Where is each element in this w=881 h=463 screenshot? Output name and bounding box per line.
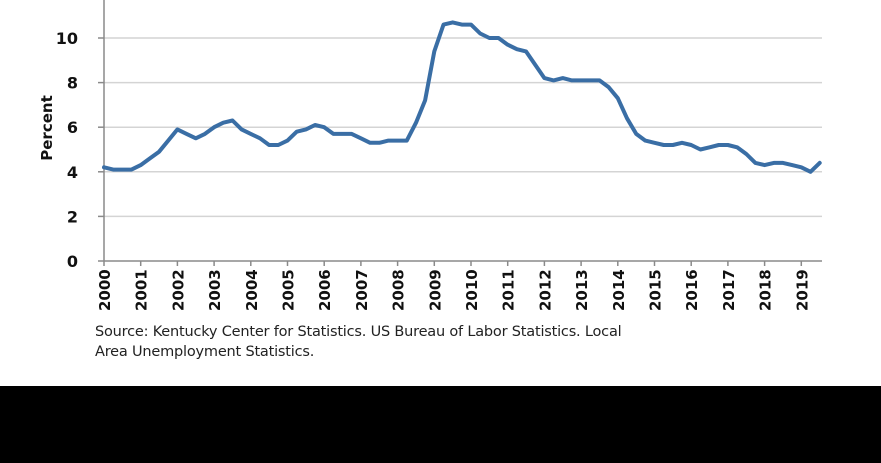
x-tick-label: 2016	[683, 269, 701, 311]
x-axis: 2000 2001 2002 2003 2004 2005 2006 2007 2008 2009…	[96, 260, 822, 311]
x-tick-label: 2004	[243, 269, 261, 311]
gridlines	[104, 37, 822, 218]
x-tick-label: 2019	[793, 269, 811, 311]
chart-panel: 024681012 200020012002200320042005200620…	[0, 0, 881, 386]
y-axis-label: Percent	[38, 95, 56, 160]
source-note: Source: Kentucky Center for Statistics. …	[95, 322, 622, 362]
x-tick-label: 2005	[280, 269, 298, 311]
data-series	[102, 20, 822, 174]
y-tick-label: 4	[67, 163, 78, 182]
y-tick-label: 6	[67, 118, 78, 137]
series-line	[102, 20, 822, 174]
x-tick-label: 2003	[206, 269, 224, 311]
x-tick-label: 2013	[573, 269, 591, 311]
line-chart: 024681012 200020012002200320042005200620…	[38, 0, 822, 311]
x-tick-label: 2017	[720, 269, 738, 311]
black-footer-area	[0, 386, 881, 463]
y-tick-label: 2	[67, 207, 78, 226]
x-tick-label: 2000	[96, 269, 114, 311]
x-tick-label: 2007	[353, 269, 371, 311]
y-tick-label: 12	[56, 0, 78, 3]
x-tick-label: 2011	[500, 269, 518, 311]
x-tick-label: 2006	[316, 269, 334, 311]
x-tick-label: 2008	[390, 269, 408, 311]
y-tick-label: 8	[67, 74, 78, 93]
y-tick-label: 0	[67, 252, 78, 271]
x-tick-label: 2014	[610, 269, 628, 311]
source-line-2: Area Unemployment Statistics.	[95, 344, 315, 360]
x-tick-label: 2001	[133, 269, 151, 311]
x-tick-label: 2010	[463, 269, 481, 311]
x-tick-label: 2009	[426, 269, 444, 311]
x-tick-label: 2002	[169, 269, 187, 311]
y-axis-ticks: 0 2 4 6 8 10 12	[56, 0, 105, 271]
source-line-1: Source: Kentucky Center for Statistics. …	[95, 324, 622, 340]
x-tick-label: 2012	[536, 269, 554, 311]
x-tick-label: 2018	[757, 269, 775, 311]
y-tick-label: 10	[56, 29, 78, 48]
x-tick-label: 2015	[647, 269, 665, 311]
